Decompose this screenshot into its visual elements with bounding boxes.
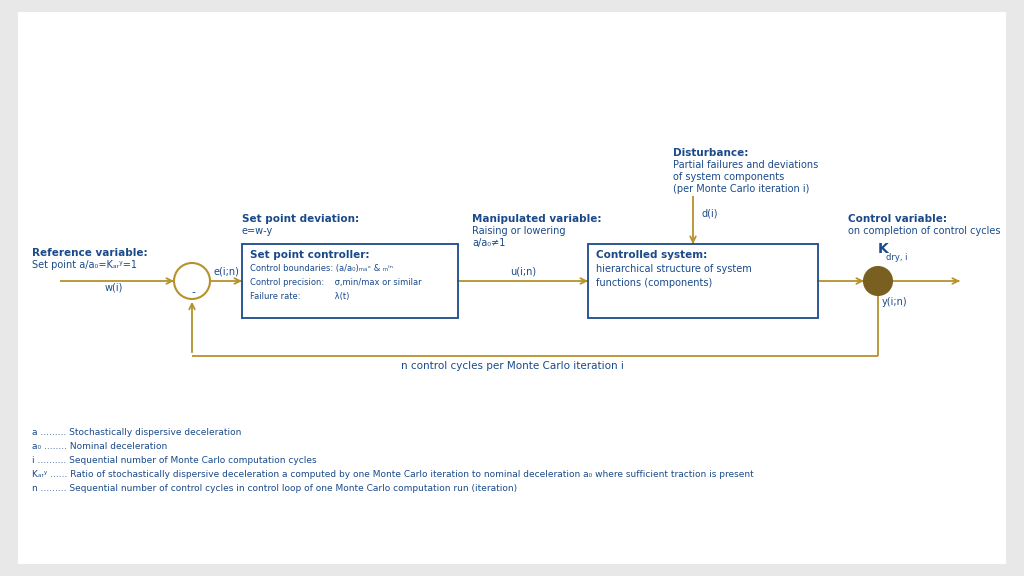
Text: Set point a/a₀=Kₐᵣʸ=1: Set point a/a₀=Kₐᵣʸ=1 <box>32 260 137 270</box>
Text: on completion of control cycles: on completion of control cycles <box>848 226 1000 236</box>
Text: Failure rate:             λ(t): Failure rate: λ(t) <box>250 292 349 301</box>
Text: Controlled system:: Controlled system: <box>596 250 708 260</box>
Text: -: - <box>191 287 195 297</box>
Text: d(i): d(i) <box>701 208 718 218</box>
Text: Disturbance:: Disturbance: <box>673 148 749 158</box>
Text: Raising or lowering: Raising or lowering <box>472 226 565 236</box>
Text: K: K <box>878 242 889 256</box>
Text: y(i;n): y(i;n) <box>882 297 907 307</box>
Circle shape <box>864 267 892 295</box>
Text: hierarchical structure of system: hierarchical structure of system <box>596 264 752 274</box>
Text: Reference variable:: Reference variable: <box>32 248 147 258</box>
Text: a ......... Stochastically dispersive deceleration: a ......... Stochastically dispersive de… <box>32 428 242 437</box>
Text: Set point deviation:: Set point deviation: <box>242 214 359 224</box>
Text: dry, i: dry, i <box>886 253 907 262</box>
Text: w(i): w(i) <box>105 283 123 293</box>
Text: Manipulated variable:: Manipulated variable: <box>472 214 601 224</box>
Text: (per Monte Carlo iteration i): (per Monte Carlo iteration i) <box>673 184 809 194</box>
Text: e=w-y: e=w-y <box>242 226 273 236</box>
Text: functions (components): functions (components) <box>596 278 713 288</box>
Text: Control precision:    σ,min/max or similar: Control precision: σ,min/max or similar <box>250 278 422 287</box>
Text: u(i;n): u(i;n) <box>510 266 536 276</box>
Text: a₀ ........ Nominal deceleration: a₀ ........ Nominal deceleration <box>32 442 167 451</box>
Text: e(i;n): e(i;n) <box>213 266 239 276</box>
Bar <box>588 244 818 318</box>
Text: n ......... Sequential number of control cycles in control loop of one Monte Car: n ......... Sequential number of control… <box>32 484 517 493</box>
Text: a/a₀≠1: a/a₀≠1 <box>472 238 506 248</box>
Text: Partial failures and deviations: Partial failures and deviations <box>673 160 818 170</box>
Text: Control boundaries: (a/a₀)ₘₐˣ & ₘᴵⁿ: Control boundaries: (a/a₀)ₘₐˣ & ₘᴵⁿ <box>250 264 393 273</box>
Text: n control cycles per Monte Carlo iteration i: n control cycles per Monte Carlo iterati… <box>400 361 624 371</box>
Text: of system components: of system components <box>673 172 784 182</box>
Text: Kₐᵣʸ ...... Ratio of stochastically dispersive deceleration a computed by one Mo: Kₐᵣʸ ...... Ratio of stochastically disp… <box>32 470 754 479</box>
Text: Control variable:: Control variable: <box>848 214 947 224</box>
Bar <box>242 244 458 318</box>
Text: Set point controller:: Set point controller: <box>250 250 370 260</box>
Text: i .......... Sequential number of Monte Carlo computation cycles: i .......... Sequential number of Monte … <box>32 456 316 465</box>
